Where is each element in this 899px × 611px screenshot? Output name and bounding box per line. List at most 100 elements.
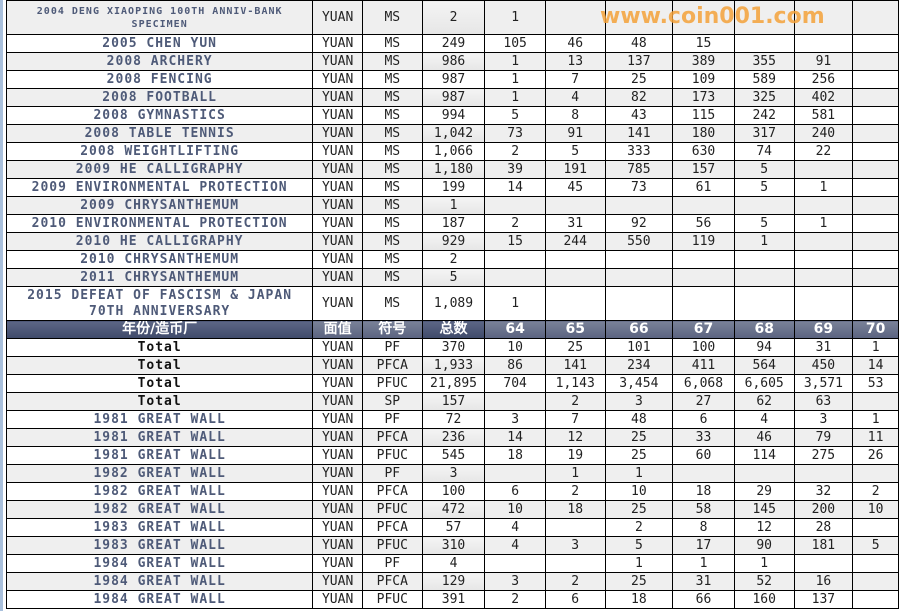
cell-unit[interactable]: YUAN [312, 500, 364, 519]
cell-grade-68[interactable]: 94 [733, 338, 795, 357]
cell-grade-64[interactable]: 15 [484, 232, 546, 251]
cell-grade-66[interactable]: 25 [604, 500, 674, 519]
cell-grade-66[interactable] [604, 286, 674, 321]
cell-grade-70[interactable] [852, 518, 899, 537]
cell-grade-67[interactable]: 630 [672, 142, 735, 161]
cell-grade-70[interactable] [852, 286, 899, 321]
cell-grade-67[interactable]: 115 [672, 106, 735, 125]
cell-total[interactable]: 100 [421, 482, 486, 501]
cell-grade-67[interactable]: 6 [672, 410, 735, 429]
cell-grade-65[interactable] [544, 518, 606, 537]
cell-grade-70[interactable] [852, 214, 899, 233]
cell-grade-64[interactable]: 1 [484, 0, 546, 35]
cell-symbol[interactable]: MS [362, 214, 423, 233]
cell-name[interactable]: 2008 GYMNASTICS [5, 106, 314, 125]
cell-unit[interactable]: YUAN [312, 88, 364, 107]
cell-grade-66[interactable]: 25 [604, 572, 674, 591]
cell-name[interactable]: 1983 GREAT WALL [5, 518, 314, 537]
cell-grade-70[interactable] [852, 0, 899, 35]
cell-total[interactable]: 370 [421, 338, 486, 357]
cell-name[interactable]: 2008 ARCHERY [5, 52, 314, 71]
cell-grade-66[interactable]: 10 [604, 482, 674, 501]
cell-name[interactable]: 2010 HE CALLIGRAPHY [5, 232, 314, 251]
cell-grade-69[interactable] [793, 196, 854, 215]
cell-symbol[interactable]: MS [362, 268, 423, 287]
cell-symbol[interactable]: MS [362, 232, 423, 251]
cell-grade-65[interactable]: 2 [544, 572, 606, 591]
cell-unit[interactable]: YUAN [312, 196, 364, 215]
cell-grade-70[interactable] [852, 106, 899, 125]
cell-grade-64[interactable]: 1 [484, 52, 546, 71]
cell-grade-64[interactable] [484, 250, 546, 269]
cell-total[interactable]: 1,042 [421, 124, 486, 143]
cell-grade-70[interactable] [852, 572, 899, 591]
cell-grade-68[interactable]: 5 [733, 160, 795, 179]
cell-total[interactable]: 4 [421, 554, 486, 573]
cell-grade-68[interactable]: 6,605 [733, 374, 795, 393]
cell-unit[interactable]: YUAN [312, 518, 364, 537]
cell-grade-64[interactable]: 3 [484, 410, 546, 429]
cell-grade-68[interactable]: 317 [733, 124, 795, 143]
cell-grade-65[interactable] [544, 268, 606, 287]
cell-grade-70[interactable] [852, 590, 899, 609]
cell-total[interactable]: 199 [421, 178, 486, 197]
cell-grade-65[interactable]: 3 [544, 536, 606, 555]
cell-grade-67[interactable]: 389 [672, 52, 735, 71]
cell-symbol[interactable]: PFCA [362, 482, 423, 501]
cell-grade-66[interactable] [604, 196, 674, 215]
cell-grade-69[interactable] [793, 250, 854, 269]
cell-grade-66[interactable]: 82 [604, 88, 674, 107]
cell-grade-70[interactable]: 14 [852, 356, 899, 375]
cell-grade-65[interactable]: 25 [544, 338, 606, 357]
cell-symbol[interactable]: MS [362, 0, 423, 35]
cell-grade-68[interactable]: 355 [733, 52, 795, 71]
cell-name[interactable]: 1984 GREAT WALL [5, 572, 314, 591]
cell-grade-68[interactable]: 5 [733, 178, 795, 197]
cell-name[interactable]: 2008 WEIGHTLIFTING [5, 142, 314, 161]
cell-unit[interactable]: YUAN [312, 356, 364, 375]
cell-grade-67[interactable]: 1 [672, 554, 735, 573]
cell-grade-65[interactable]: 1,143 [544, 374, 606, 393]
cell-grade-65[interactable] [544, 286, 606, 321]
cell-grade-66[interactable] [604, 268, 674, 287]
cell-grade-67[interactable] [672, 0, 735, 35]
cell-unit[interactable]: YUAN [312, 554, 364, 573]
cell-symbol[interactable]: MS [362, 286, 423, 321]
cell-grade-68[interactable]: 564 [733, 356, 795, 375]
cell-grade-65[interactable]: 91 [544, 124, 606, 143]
cell-unit[interactable]: YUAN [312, 286, 364, 321]
cell-unit[interactable]: YUAN [312, 410, 364, 429]
cell-unit[interactable]: YUAN [312, 0, 364, 35]
cell-name[interactable]: 1982 GREAT WALL [5, 464, 314, 483]
cell-grade-68[interactable]: 62 [733, 392, 795, 411]
cell-grade-68[interactable]: 52 [733, 572, 795, 591]
cell-grade-68[interactable]: 1 [733, 554, 795, 573]
cell-grade-68[interactable]: 12 [733, 518, 795, 537]
cell-grade-64[interactable]: 14 [484, 178, 546, 197]
cell-symbol[interactable]: PFUC [362, 590, 423, 609]
cell-grade-67[interactable]: 31 [672, 572, 735, 591]
cell-unit[interactable]: YUAN [312, 232, 364, 251]
cell-name[interactable]: 1981 GREAT WALL [5, 446, 314, 465]
cell-grade-65[interactable]: 19 [544, 446, 606, 465]
cell-grade-64[interactable] [484, 268, 546, 287]
cell-grade-69[interactable]: 28 [793, 518, 854, 537]
cell-grade-64[interactable]: 3 [484, 572, 546, 591]
cell-grade-65[interactable]: 4 [544, 88, 606, 107]
cell-grade-67[interactable]: 8 [672, 518, 735, 537]
cell-grade-69[interactable]: 1 [793, 178, 854, 197]
cell-grade-69[interactable]: 22 [793, 142, 854, 161]
cell-grade-70[interactable] [852, 88, 899, 107]
cell-grade-65[interactable] [544, 250, 606, 269]
cell-total[interactable]: 987 [421, 88, 486, 107]
cell-symbol[interactable]: PFCA [362, 428, 423, 447]
cell-grade-65[interactable] [544, 196, 606, 215]
cell-grade-67[interactable]: 100 [672, 338, 735, 357]
cell-grade-70[interactable]: 5 [852, 536, 899, 555]
cell-name[interactable]: 2009 ENVIRONMENTAL PROTECTION [5, 178, 314, 197]
cell-grade-64[interactable]: 105 [484, 34, 546, 53]
cell-grade-66[interactable]: 141 [604, 124, 674, 143]
cell-grade-69[interactable]: 1 [793, 214, 854, 233]
cell-unit[interactable]: YUAN [312, 428, 364, 447]
cell-grade-68[interactable]: 1 [733, 232, 795, 251]
